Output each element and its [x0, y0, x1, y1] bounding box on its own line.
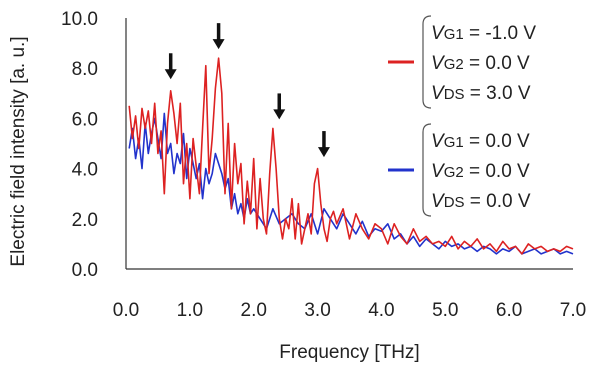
x-tick-label: 2.0 — [241, 300, 267, 321]
plot-area — [125, 18, 573, 270]
x-axis-title: Frequency [THz] — [279, 342, 419, 363]
series-layer — [128, 57, 574, 255]
y-tick-label: 0.0 — [72, 260, 98, 281]
legend-label: VDS = 0.0 V — [431, 191, 531, 212]
y-tick-label: 10.0 — [61, 9, 98, 30]
peak-arrow — [273, 93, 286, 120]
x-tick-label: 0.0 — [113, 300, 139, 321]
legend-label: VG2 = 0.0 V — [431, 53, 530, 74]
y-tick-label: 2.0 — [72, 210, 98, 231]
annotation-arrows — [164, 23, 330, 158]
x-tick-labels: 0.0 1.0 2.0 3.0 4.0 5.0 6.0 7.0 — [113, 300, 586, 321]
x-tick-label: 3.0 — [304, 300, 330, 321]
legend-entry-red: VG1 = -1.0 V VG2 = 0.0 V VDS = 3.0 V — [388, 15, 536, 109]
legend-label: VG1 = -1.0 V — [431, 23, 536, 44]
legend-bracket — [422, 15, 432, 109]
y-axis-title: Electric field intensity [a. u.] — [8, 36, 29, 266]
y-tick-label: 6.0 — [72, 109, 98, 130]
x-tick-label: 1.0 — [177, 300, 203, 321]
y-tick-label: 4.0 — [72, 160, 98, 181]
x-tick-label: 5.0 — [432, 300, 458, 321]
legend-label: VG2 = 0.0 V — [431, 161, 530, 182]
peak-arrow — [164, 53, 177, 80]
y-tick-labels: 0.0 2.0 4.0 6.0 8.0 10.0 — [61, 9, 98, 281]
series-line-red — [128, 57, 574, 255]
y-tick-label: 8.0 — [72, 59, 98, 80]
series-line-blue — [128, 112, 574, 255]
x-tick-label: 7.0 — [560, 300, 586, 321]
peak-arrow — [317, 131, 330, 158]
x-tick-label: 4.0 — [368, 300, 394, 321]
peak-arrow — [212, 23, 225, 50]
legend-label: VG1 = 0.0 V — [431, 131, 530, 152]
legend-label: VDS = 3.0 V — [431, 83, 531, 104]
legend-entry-blue: VG1 = 0.0 V VG2 = 0.0 V VDS = 0.0 V — [388, 123, 531, 217]
x-tick-label: 6.0 — [496, 300, 522, 321]
legend-bracket — [422, 123, 432, 217]
